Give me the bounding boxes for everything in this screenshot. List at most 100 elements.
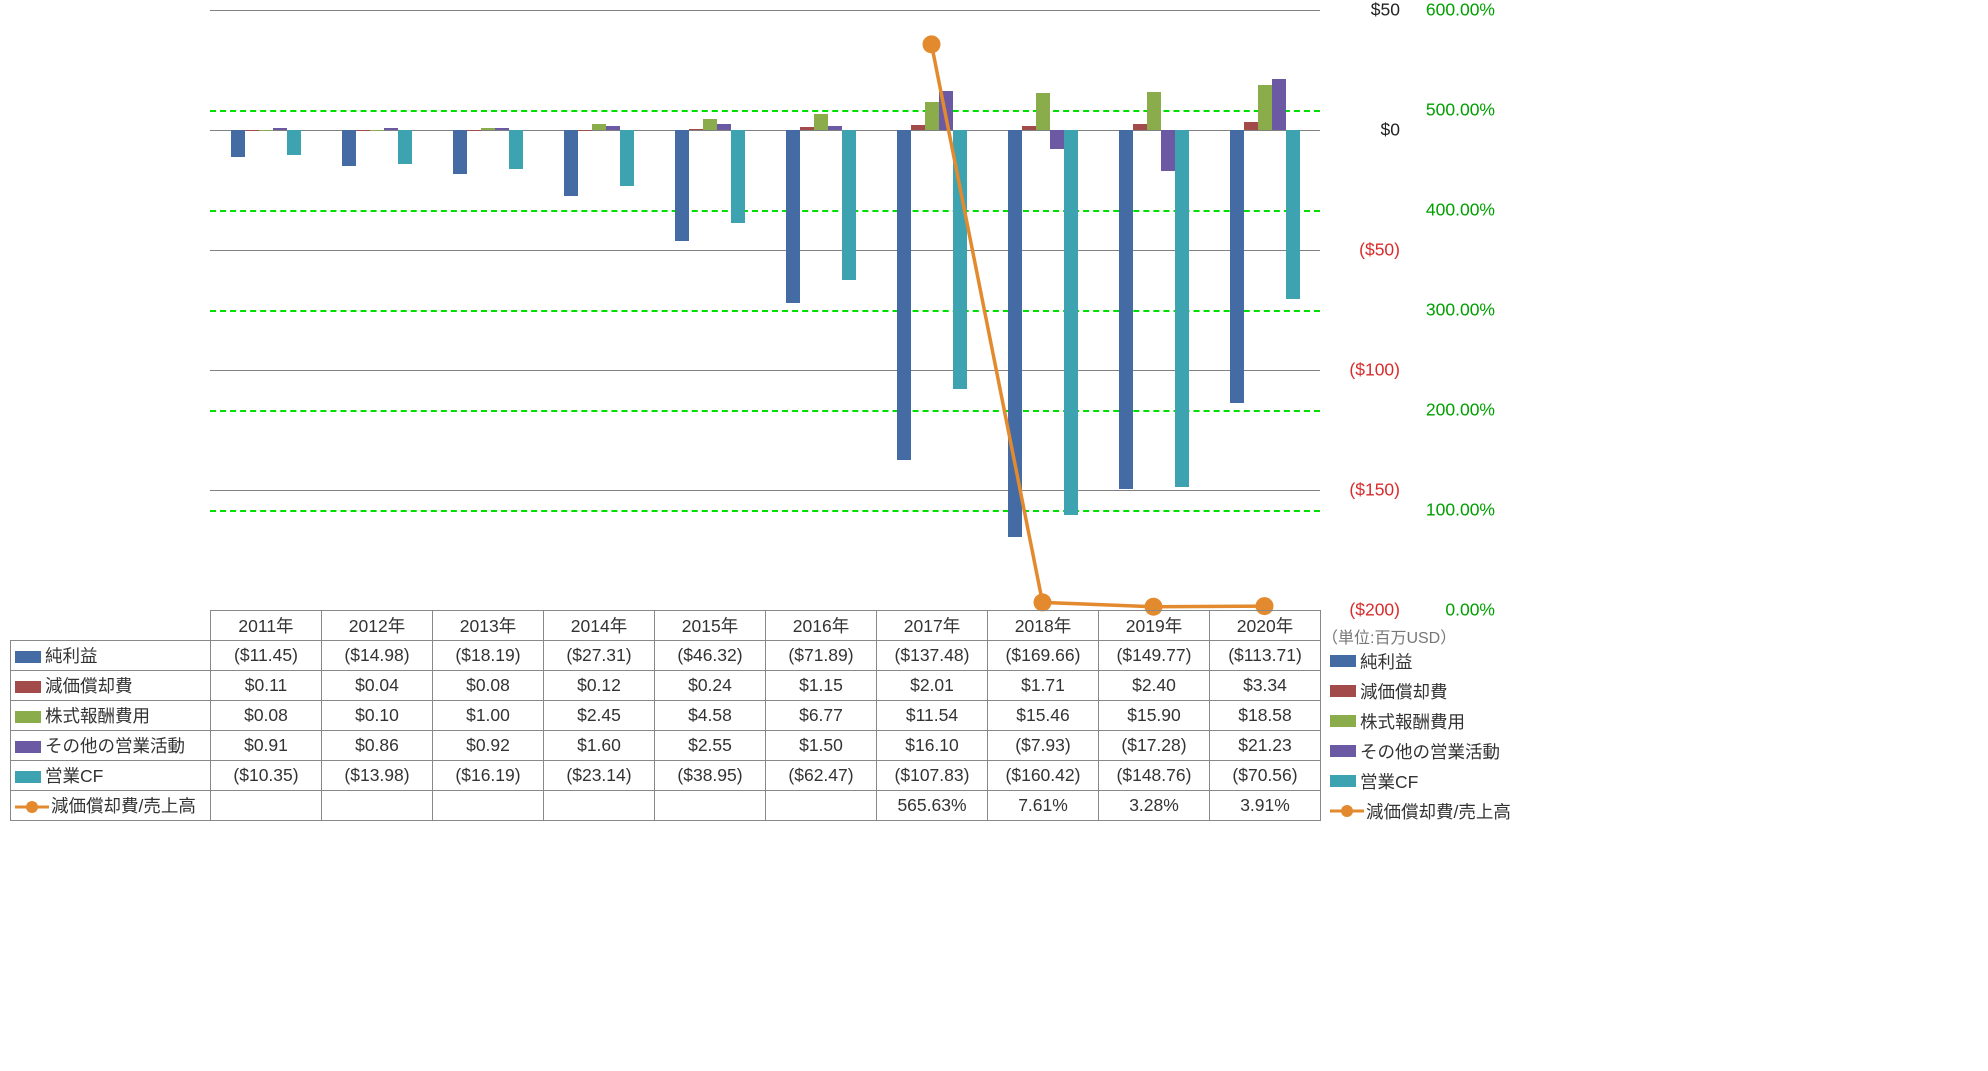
chart-and-table-wrap: $50$0($50)($100)($150)($200) 600.00%500.… xyxy=(10,10,1978,1061)
table-cell: ($10.35) xyxy=(211,761,322,791)
table-row-label: 純利益 xyxy=(11,641,211,671)
bar-stock_comp xyxy=(1147,92,1161,130)
bar-other_ops xyxy=(828,126,842,130)
table-year-header: 2013年 xyxy=(433,611,544,641)
table-cell: $3.34 xyxy=(1210,671,1321,701)
bar-net_income xyxy=(453,130,467,174)
table-cell: $1.71 xyxy=(988,671,1099,701)
table-row-label: 減価償却費 xyxy=(11,671,211,701)
table-cell: ($71.89) xyxy=(766,641,877,671)
table-cell: $0.86 xyxy=(322,731,433,761)
primary-y-tick-label: ($200) xyxy=(1330,600,1400,621)
table-cell: ($160.42) xyxy=(988,761,1099,791)
chart-plot-area xyxy=(210,10,1320,610)
table-cell: $1.15 xyxy=(766,671,877,701)
legend-right-label: 営業CF xyxy=(1360,769,1418,794)
secondary-gridline xyxy=(210,410,1320,412)
bar-stock_comp xyxy=(1036,93,1050,130)
bar-net_income xyxy=(564,130,578,196)
table-cell: $2.45 xyxy=(544,701,655,731)
legend-right-label: その他の営業活動 xyxy=(1360,739,1500,764)
table-row-label: 減価償却費/売上高 xyxy=(11,791,211,821)
legend-swatch-icon xyxy=(1330,715,1356,727)
table-cell: ($169.66) xyxy=(988,641,1099,671)
primary-y-tick-label: ($150) xyxy=(1330,480,1400,501)
bar-op_cf xyxy=(731,130,745,223)
bar-other_ops xyxy=(606,126,620,130)
table-year-header: 2016年 xyxy=(766,611,877,641)
bar-op_cf xyxy=(842,130,856,280)
legend-right-label: 株式報酬費用 xyxy=(1360,709,1465,734)
bar-net_income xyxy=(897,130,911,460)
table-cell: ($137.48) xyxy=(877,641,988,671)
bar-depreciation xyxy=(911,125,925,130)
table-cell: ($46.32) xyxy=(655,641,766,671)
table-cell: ($11.45) xyxy=(211,641,322,671)
legend-right-label: 減価償却費 xyxy=(1360,679,1448,704)
legend-right-item: 純利益 xyxy=(1330,646,1413,676)
table-cell: 565.63% xyxy=(877,791,988,821)
table-cell: ($13.98) xyxy=(322,761,433,791)
bar-op_cf xyxy=(1175,130,1189,487)
table-year-header: 2015年 xyxy=(655,611,766,641)
table-cell: ($70.56) xyxy=(1210,761,1321,791)
table-cell: ($18.19) xyxy=(433,641,544,671)
table-cell: $0.04 xyxy=(322,671,433,701)
table-cell: $1.00 xyxy=(433,701,544,731)
legend-right-item: その他の営業活動 xyxy=(1330,736,1500,766)
bar-depreciation xyxy=(1244,122,1258,130)
bar-op_cf xyxy=(620,130,634,186)
bar-net_income xyxy=(1230,130,1244,403)
table-cell: $4.58 xyxy=(655,701,766,731)
secondary-y-tick-label: 200.00% xyxy=(1410,400,1495,421)
bar-other_ops xyxy=(1050,130,1064,149)
secondary-y-tick-label: 0.00% xyxy=(1410,600,1495,621)
table-cell: ($23.14) xyxy=(544,761,655,791)
series-label-text: 減価償却費 xyxy=(45,676,133,696)
bar-net_income xyxy=(786,130,800,303)
bar-depreciation xyxy=(1133,124,1147,130)
table-cell: $0.91 xyxy=(211,731,322,761)
primary-y-tick-label: ($50) xyxy=(1330,240,1400,261)
series-label-text: 営業CF xyxy=(45,766,103,786)
bar-op_cf xyxy=(1064,130,1078,515)
table-cell: 3.28% xyxy=(1099,791,1210,821)
secondary-gridline xyxy=(210,510,1320,512)
legend-swatch-icon xyxy=(15,681,41,693)
secondary-gridline xyxy=(210,210,1320,212)
legend-right-label: 減価償却費/売上高 xyxy=(1366,799,1511,824)
bar-other_ops xyxy=(717,124,731,130)
table-cell: ($62.47) xyxy=(766,761,877,791)
primary-y-tick-label: $0 xyxy=(1330,120,1400,141)
bar-other_ops xyxy=(495,128,509,130)
bar-other_ops xyxy=(1272,79,1286,130)
table-year-header: 2018年 xyxy=(988,611,1099,641)
bar-stock_comp xyxy=(814,114,828,130)
primary-y-tick-label: ($100) xyxy=(1330,360,1400,381)
bar-depreciation xyxy=(356,130,370,131)
table-cell: $0.08 xyxy=(433,671,544,701)
table-cell: $0.08 xyxy=(211,701,322,731)
table-cell: $16.10 xyxy=(877,731,988,761)
table-year-header: 2014年 xyxy=(544,611,655,641)
legend-line-marker-icon xyxy=(15,800,49,814)
bar-depreciation xyxy=(245,130,259,131)
table-cell: ($148.76) xyxy=(1099,761,1210,791)
table-cell: ($7.93) xyxy=(988,731,1099,761)
table-cell: ($149.77) xyxy=(1099,641,1210,671)
series-label-text: 減価償却費/売上高 xyxy=(51,796,196,816)
legend-swatch-icon xyxy=(1330,685,1356,697)
bar-other_ops xyxy=(1161,130,1175,171)
primary-gridline xyxy=(210,490,1320,491)
primary-gridline xyxy=(210,250,1320,251)
table-cell: $15.46 xyxy=(988,701,1099,731)
table-cell xyxy=(211,791,322,821)
bar-stock_comp xyxy=(703,119,717,130)
primary-y-tick-label: $50 xyxy=(1330,0,1400,21)
bar-stock_comp xyxy=(1258,85,1272,130)
table-cell: $11.54 xyxy=(877,701,988,731)
bar-op_cf xyxy=(509,130,523,169)
table-cell: $0.12 xyxy=(544,671,655,701)
table-cell: ($16.19) xyxy=(433,761,544,791)
table-cell xyxy=(766,791,877,821)
